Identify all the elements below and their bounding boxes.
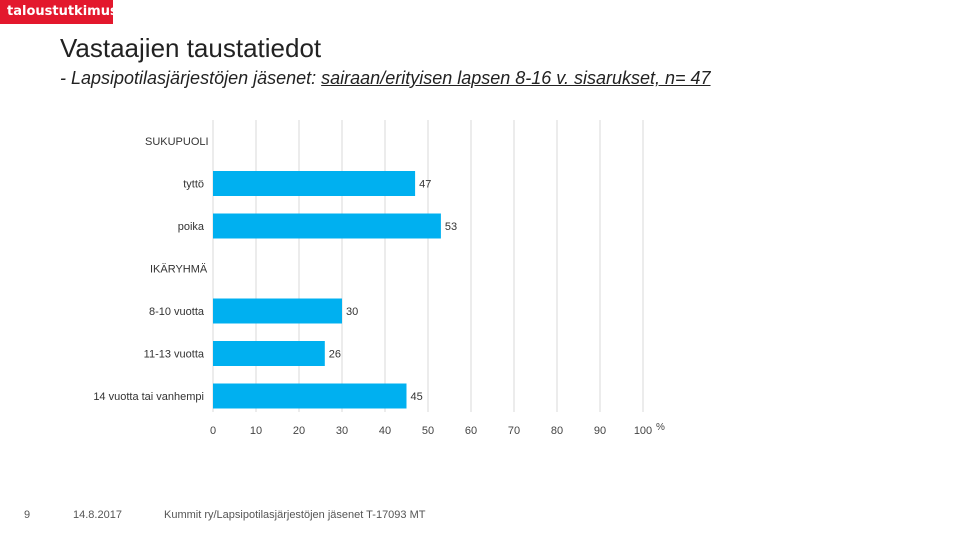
bar	[213, 383, 407, 409]
bar-category-label: 11-13 vuotta	[144, 349, 205, 361]
bar	[213, 171, 416, 196]
footer-source: Kummit ry/Lapsipotilasjärjestöjen jäsene…	[164, 509, 426, 521]
x-tick-label: 40	[379, 425, 391, 437]
footer-date: 14.8.2017	[73, 509, 122, 521]
x-tick-label: 80	[551, 425, 563, 437]
bar	[213, 298, 342, 324]
x-tick-label: 30	[336, 425, 348, 437]
x-unit-label: %	[656, 422, 665, 433]
bar-category-label: poika	[178, 221, 205, 233]
subtitle-sample: sairaan/erityisen lapsen 8-16 v. sisaruk…	[321, 68, 711, 88]
page-title: Vastaajien taustatiedot	[60, 33, 322, 63]
bar	[213, 213, 441, 239]
bar-data-label: 45	[411, 391, 423, 403]
x-tick-label: 0	[210, 425, 216, 437]
bar	[213, 341, 325, 366]
x-tick-label: 60	[465, 425, 477, 437]
brand-logo: taloustutkimus	[0, 0, 118, 24]
x-tick-label: 20	[293, 425, 305, 437]
bar-data-label: 47	[419, 179, 431, 191]
x-tick-label: 90	[594, 425, 606, 437]
bar-category-label: 14 vuotta tai vanhempi	[93, 391, 204, 403]
subtitle-prefix: - Lapsipotilasjärjestöjen jäsenet:	[60, 68, 322, 88]
page-number: 9	[24, 509, 31, 521]
x-tick-label: 100	[634, 425, 652, 437]
x-tick-label: 50	[422, 425, 434, 437]
bar-data-label: 53	[445, 221, 457, 233]
category-heading: IKÄRYHMÄ	[150, 264, 208, 276]
bar-category-label: tyttö	[183, 179, 204, 191]
category-heading: SUKUPUOLI	[145, 136, 209, 148]
bar-category-label: 8-10 vuotta	[149, 306, 205, 318]
bar-data-label: 30	[346, 306, 358, 318]
bar-data-label: 26	[329, 349, 341, 361]
x-tick-label: 70	[508, 425, 520, 437]
x-tick-label: 10	[250, 425, 262, 437]
page-subtitle: - Lapsipotilasjärjestöjen jäsenet: saira…	[60, 68, 711, 89]
